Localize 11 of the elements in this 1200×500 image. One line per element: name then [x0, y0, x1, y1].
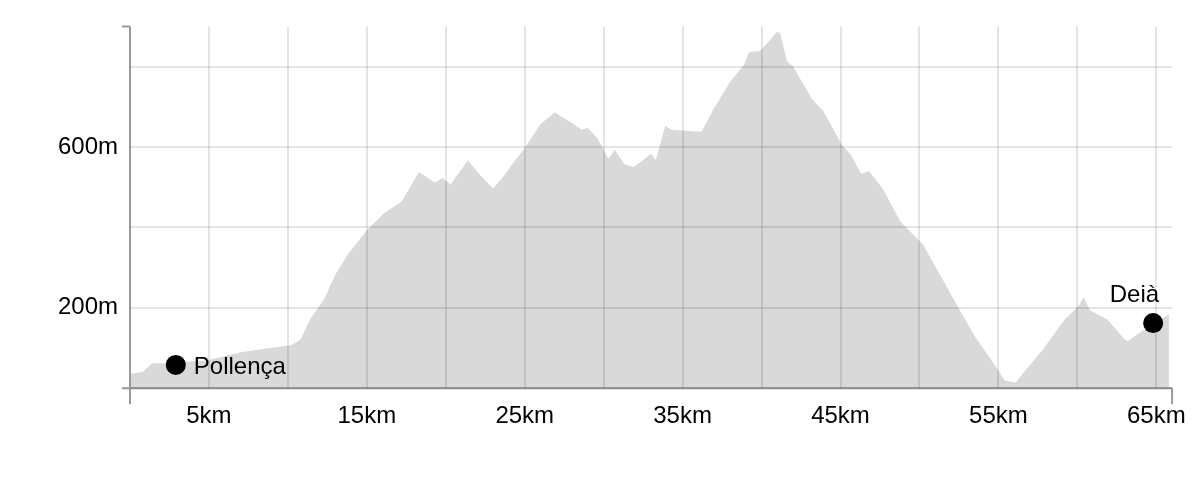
y-tick-label: 200m — [57, 292, 118, 320]
x-tick-label: 55km — [969, 401, 1028, 429]
x-tick-label: 65km — [1126, 401, 1186, 429]
x-tick-label: 35km — [653, 401, 712, 429]
x-tick-label: 5km — [186, 401, 232, 429]
x-tick-label: 45km — [811, 401, 870, 429]
x-tick-label: 25km — [495, 401, 555, 429]
y-tick-label: 600m — [57, 131, 118, 159]
annotation: Deià — [1109, 279, 1160, 307]
x-tick-label: 15km — [337, 401, 397, 429]
annotation: Pollença — [193, 351, 287, 379]
